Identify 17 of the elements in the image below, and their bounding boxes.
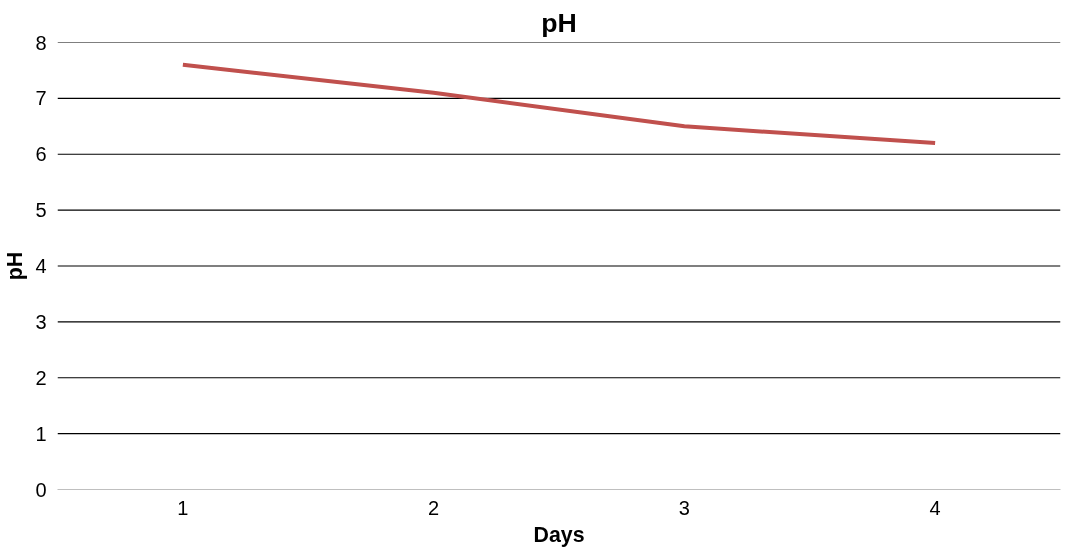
line-series xyxy=(180,62,938,146)
x-tick-label: 3 xyxy=(678,496,690,519)
x-axis-title: Days xyxy=(533,522,585,547)
y-tick-label: 4 xyxy=(35,255,47,277)
y-tick-label: 7 xyxy=(35,87,47,110)
y-tick-label: 1 xyxy=(35,422,47,445)
x-tick-label: 4 xyxy=(929,496,941,519)
y-tick-label: 0 xyxy=(35,478,47,501)
y-tick-label: 2 xyxy=(35,366,47,389)
y-tick-label: 3 xyxy=(35,310,47,333)
x-tick-label: 1 xyxy=(177,496,189,519)
y-tick-label: 5 xyxy=(35,199,47,222)
y-tick-label: 8 xyxy=(35,31,47,54)
x-tick-label: 2 xyxy=(428,496,440,519)
y-tick-label: 6 xyxy=(35,143,47,166)
y-axis-title: pH xyxy=(3,251,28,281)
chart-title: pH xyxy=(541,7,577,38)
